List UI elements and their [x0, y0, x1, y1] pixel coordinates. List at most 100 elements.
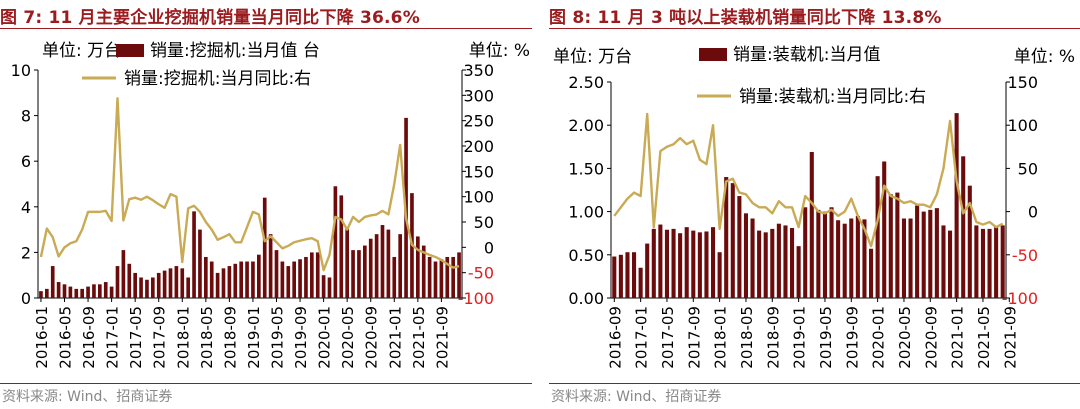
- bar: [439, 259, 444, 298]
- right-unit-label: 单位: %: [1014, 47, 1075, 67]
- bar: [233, 263, 238, 298]
- title-divider: [549, 28, 1080, 29]
- bar: [658, 224, 663, 298]
- bar: [1000, 225, 1005, 298]
- bar: [215, 272, 220, 298]
- bar: [121, 250, 126, 298]
- bar: [618, 254, 623, 298]
- bar: [333, 186, 338, 298]
- bar: [711, 227, 716, 298]
- bar: [737, 196, 742, 298]
- bar: [416, 236, 420, 298]
- bar: [704, 231, 709, 298]
- left-axis-tick-label: 0.50: [568, 246, 604, 265]
- x-axis-tick-label: 2017-09: [151, 306, 169, 369]
- x-axis-tick-label: 2017-05: [127, 306, 145, 369]
- footer-divider: [549, 383, 1080, 384]
- bar: [776, 223, 781, 298]
- bar: [68, 286, 73, 298]
- bar: [274, 250, 279, 298]
- legend-bar-swatch: [699, 48, 727, 61]
- right-unit-label: 单位: %: [469, 41, 530, 61]
- x-axis-tick-label: 2020-05: [896, 306, 914, 369]
- bar: [915, 205, 920, 298]
- bar: [227, 266, 232, 298]
- x-axis-tick-label: 2018-05: [738, 306, 756, 369]
- bar: [315, 252, 320, 298]
- bar: [908, 218, 913, 298]
- left-axis-tick-label: 8: [21, 107, 31, 126]
- bar: [310, 252, 314, 298]
- bar: [836, 220, 841, 298]
- left-axis-tick-label: 2.00: [568, 116, 604, 135]
- bar: [115, 266, 120, 298]
- bar: [86, 286, 90, 298]
- bar: [763, 232, 768, 298]
- bar: [717, 252, 722, 298]
- bar: [862, 219, 867, 298]
- bar: [357, 250, 361, 298]
- left-axis-tick-label: 1.50: [568, 159, 604, 178]
- x-axis-tick-label: 2021-05: [410, 306, 428, 369]
- source-note: 资料来源: Wind、招商证券: [2, 389, 173, 405]
- x-axis-tick-label: 2020-09: [363, 306, 381, 369]
- right-axis-tick-label: 150: [463, 162, 494, 181]
- left-axis-tick-label: 1.00: [568, 203, 604, 222]
- bar: [374, 234, 379, 298]
- right-axis-tick-label: 250: [463, 112, 494, 131]
- right-axis-tick-label: -50: [1012, 246, 1038, 265]
- bar: [345, 227, 349, 298]
- bar: [842, 223, 847, 298]
- bar: [645, 243, 650, 298]
- bar: [198, 229, 202, 298]
- bar: [192, 211, 196, 298]
- bar: [895, 192, 900, 298]
- bar: [816, 209, 821, 298]
- left-axis-tick-label: 4: [21, 198, 31, 217]
- bar: [180, 268, 185, 298]
- x-axis-tick-label: 2021-01: [386, 306, 404, 369]
- figure-title: 图 8: 11 月 3 吨以上装载机销量同比下降 13.8%: [549, 8, 942, 28]
- bar: [280, 261, 285, 298]
- bar: [445, 256, 450, 298]
- yoy-line-series: [39, 97, 460, 272]
- bar: [770, 228, 775, 298]
- bar: [92, 284, 96, 298]
- bar: [954, 113, 959, 298]
- right-axis-tick-label: 100: [1007, 116, 1038, 135]
- left-axis-tick-label: 0: [21, 289, 31, 308]
- x-axis-tick-label: 2021-09: [433, 306, 451, 369]
- x-axis-tick-label: 2019-01: [245, 306, 263, 369]
- bar: [292, 261, 296, 298]
- bar: [651, 228, 656, 298]
- x-axis-tick-label: 2017-09: [685, 306, 703, 369]
- bar: [980, 228, 986, 298]
- legend-line-label: 销量:装载机:当月同比:右: [739, 87, 926, 107]
- x-axis-tick-label: 2019-05: [817, 306, 835, 369]
- bar: [174, 266, 179, 298]
- left-axis-tick-label: 0.00: [568, 289, 604, 308]
- bar: [678, 233, 683, 298]
- bar: [368, 238, 373, 298]
- bar: [796, 246, 801, 298]
- bar: [684, 227, 689, 298]
- bar: [433, 261, 438, 298]
- bar: [39, 291, 43, 298]
- bar: [50, 266, 55, 298]
- bar: [829, 207, 834, 298]
- bar: [803, 207, 808, 298]
- x-axis-tick-label: 2020-01: [870, 306, 888, 369]
- bar: [62, 284, 67, 298]
- bar: [304, 256, 308, 298]
- bar: [251, 261, 255, 298]
- bar: [869, 248, 874, 298]
- right-axis-tick-label: 200: [463, 137, 494, 156]
- source-note: 资料来源: Wind、招商证券: [551, 389, 722, 405]
- figure-title: 图 7: 11 月主要企业挖掘机销量当月同比下降 36.6%: [0, 8, 420, 28]
- x-axis-tick-label: 2021-09: [1001, 306, 1019, 369]
- bar: [133, 272, 137, 298]
- right-axis-tick-label: -100: [458, 289, 494, 308]
- bar: [45, 288, 49, 298]
- right-figure-panel: 图 8: 11 月 3 吨以上装载机销量同比下降 13.8% 0.00 0.50 1…: [549, 0, 1080, 409]
- bar: [103, 282, 108, 298]
